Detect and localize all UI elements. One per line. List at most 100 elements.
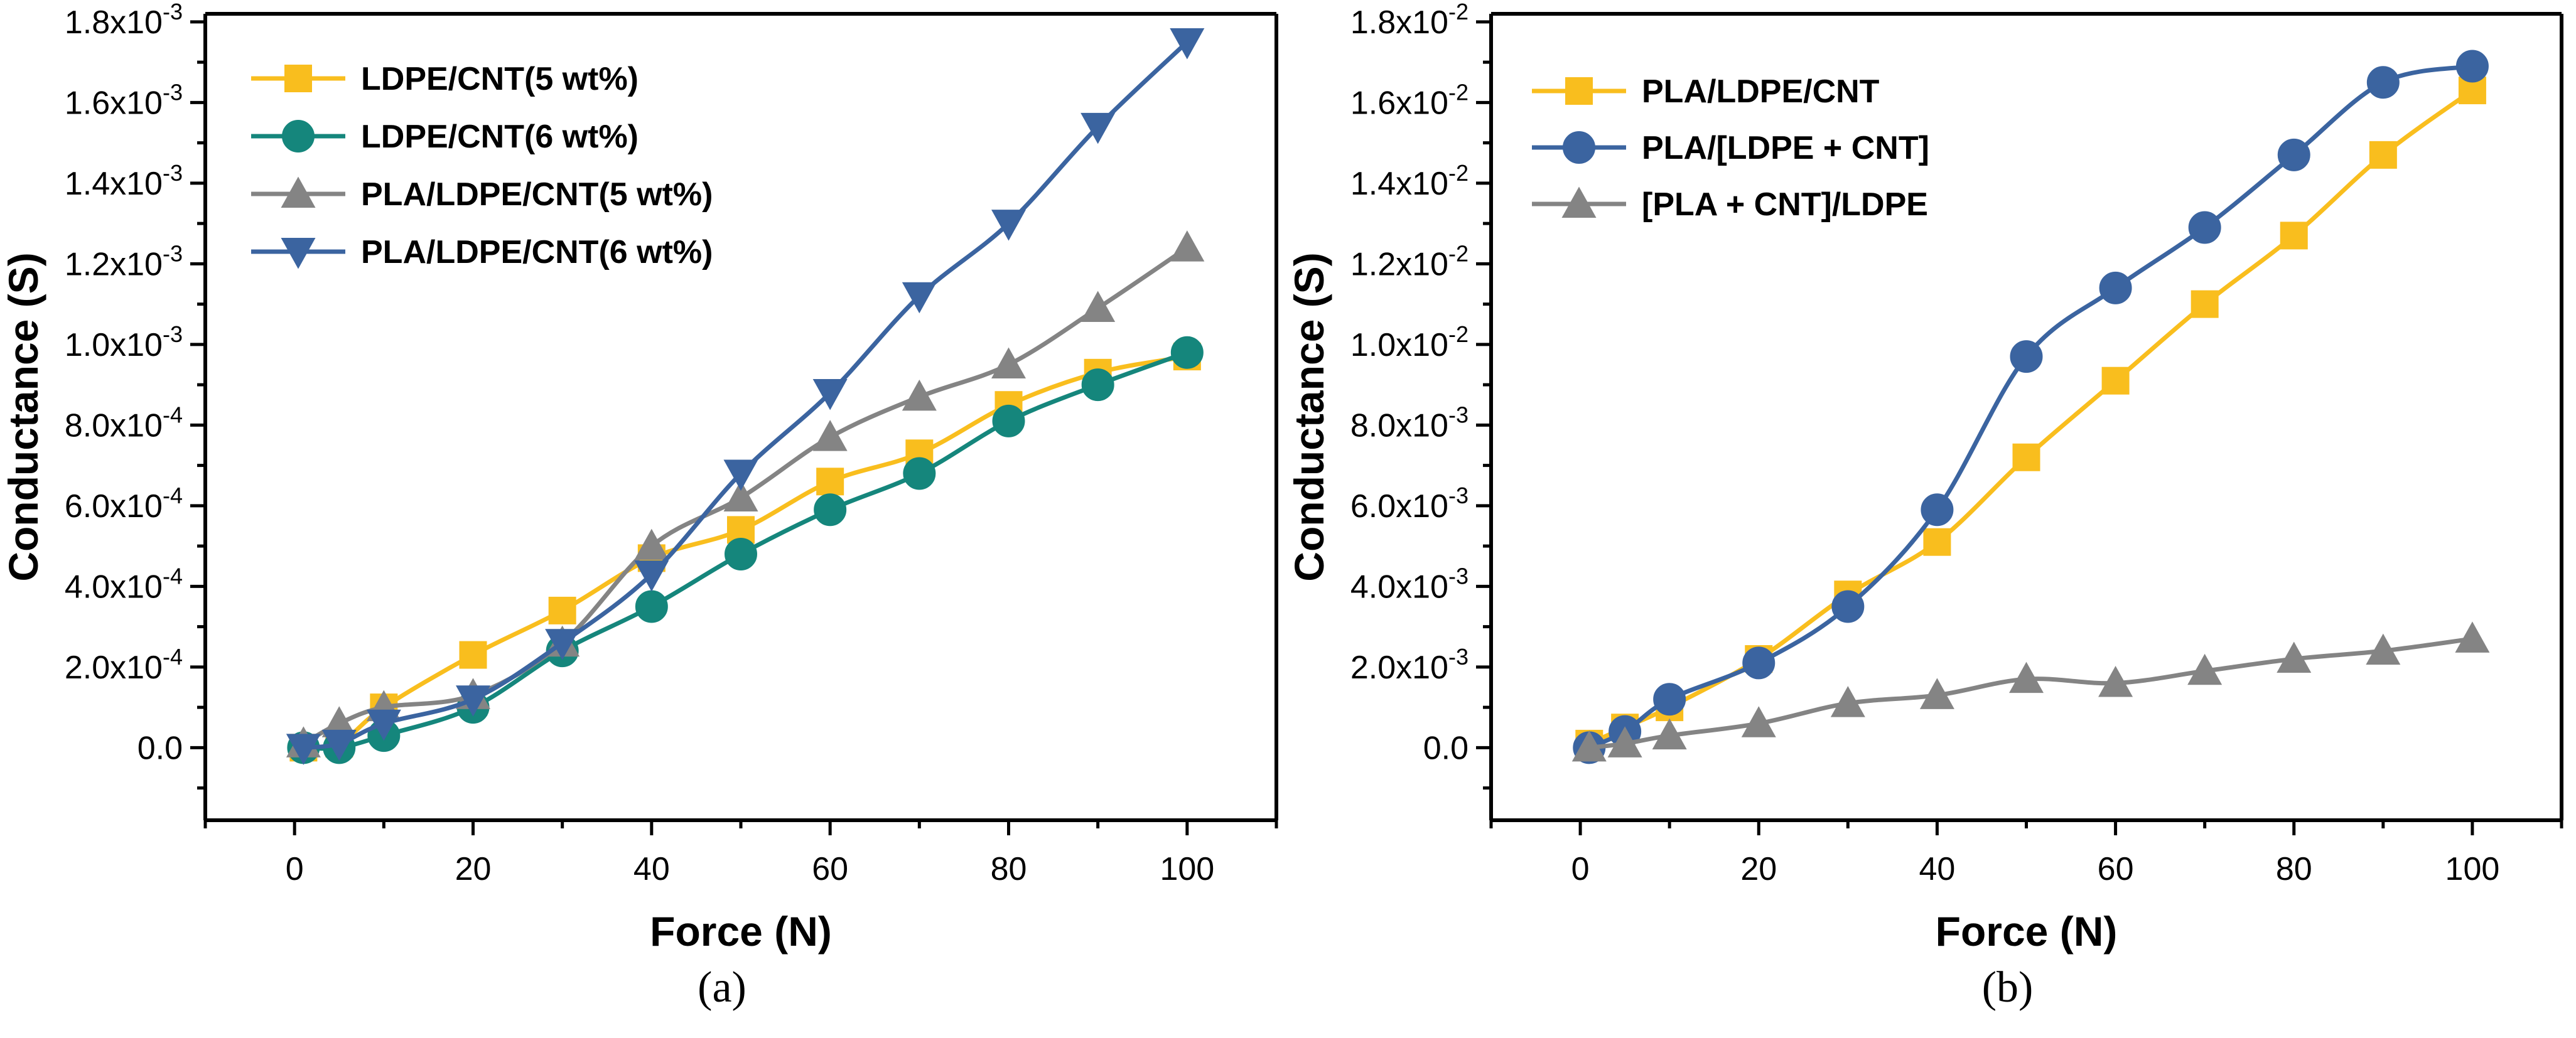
legend-marker: [281, 176, 316, 208]
data-point: [2191, 290, 2219, 318]
legend-marker: [1563, 131, 1595, 164]
series-3: [286, 230, 1205, 757]
data-point: [814, 493, 847, 527]
x-tick-label: 40: [633, 851, 670, 887]
data-point: [634, 528, 669, 560]
x-tick-label: 100: [2445, 851, 2500, 887]
data-point: [2101, 367, 2130, 395]
data-point: [2009, 661, 2044, 693]
series-3: [1571, 621, 2490, 762]
y-axis-title: Conductance (S): [1286, 252, 1332, 581]
data-point: [2099, 271, 2132, 304]
data-point: [2277, 641, 2312, 673]
y-tick-label: 1.8x10-2: [1350, 0, 1469, 41]
chart-panel-b: 0 20 40 60 80 100 0.0 2.0x10-3 4.0x10-3 6.0x10-3 8…: [1286, 0, 2563, 1012]
y-tick-label: 0.0: [137, 730, 183, 766]
legend-label: LDPE/CNT(5 wt%): [361, 61, 639, 97]
legend-marker: [284, 65, 312, 92]
data-point: [286, 734, 321, 765]
data-point: [635, 590, 668, 623]
data-point: [1923, 528, 1951, 556]
data-point: [2277, 138, 2310, 171]
data-point: [321, 729, 357, 761]
data-point: [725, 537, 757, 570]
data-point: [459, 641, 487, 669]
data-point: [812, 378, 848, 410]
legend: PLA/LDPE/CNT PLA/[LDPE + CNT] [PLA + CNT]/…: [1532, 73, 1929, 223]
x-tick-label: 80: [991, 851, 1027, 887]
data-point: [902, 379, 937, 411]
data-point: [1571, 730, 1607, 762]
data-point: [2369, 141, 2397, 169]
data-point: [1919, 678, 1954, 709]
x-tick-label: 20: [1740, 851, 1777, 887]
y-tick-label: 1.2x10-2: [1350, 240, 1469, 282]
y-tick-label: 0.0: [1423, 730, 1469, 766]
data-point: [1170, 336, 1204, 369]
y-axis-title: Conductance (S): [0, 252, 46, 581]
data-point: [1652, 718, 1687, 750]
y-tick-label: 1.8x10-3: [65, 0, 183, 41]
x-tick-label: 100: [1160, 851, 1214, 887]
data-point: [1607, 726, 1642, 757]
y-tick-label: 6.0x10-4: [65, 483, 183, 525]
legend-label: LDPE/CNT(6 wt%): [361, 119, 639, 155]
data-point: [816, 468, 844, 496]
data-point: [2188, 211, 2221, 244]
series-2: [287, 336, 1204, 764]
legend-marker: [1561, 186, 1597, 218]
data-point: [1831, 590, 1865, 623]
y-tick-label: 2.0x10-3: [1350, 644, 1469, 686]
data-point: [2455, 50, 2489, 83]
data-point: [1170, 230, 1205, 262]
data-point: [545, 629, 580, 660]
legend-marker: [282, 120, 315, 152]
x-axis-title: Force (N): [1936, 908, 2118, 955]
y-tick-label: 8.0x10-3: [1350, 402, 1469, 444]
legend: LDPE/CNT(5 wt%) LDPE/CNT(6 wt%) PLA/LDPE/C…: [251, 61, 713, 270]
data-point: [1081, 112, 1116, 144]
data-point: [902, 282, 937, 314]
data-point: [903, 457, 936, 490]
y-tick-label: 1.6x10-2: [1350, 79, 1469, 121]
y-tick-label: 1.4x10-2: [1350, 160, 1469, 202]
data-point: [2012, 443, 2040, 471]
data-point: [2098, 666, 2133, 697]
x-tick-label: 20: [455, 851, 492, 887]
y-tick-label: 6.0x10-3: [1350, 483, 1469, 525]
data-point: [1830, 686, 1865, 717]
data-point: [2010, 340, 2043, 373]
y-tick-label: 1.4x10-3: [65, 160, 183, 202]
data-point: [321, 706, 357, 737]
legend-label: PLA/[LDPE + CNT]: [1642, 130, 1929, 166]
y-tick-label: 4.0x10-3: [1350, 563, 1469, 605]
data-point: [456, 685, 490, 717]
y-tick-label: 1.6x10-3: [65, 79, 183, 121]
data-point: [812, 420, 848, 451]
legend-label: PLA/LDPE/CNT: [1642, 73, 1880, 110]
y-tick-label: 4.0x10-4: [65, 563, 183, 605]
x-tick-label: 80: [2276, 851, 2312, 887]
x-tick-label: 0: [286, 851, 304, 887]
data-point: [1741, 706, 1776, 737]
y-tick-label: 2.0x10-4: [65, 644, 183, 686]
data-point: [992, 404, 1025, 437]
data-point: [1653, 683, 1686, 716]
x-axis-title: Force (N): [650, 908, 832, 955]
data-point: [991, 210, 1026, 241]
legend-marker: [281, 238, 316, 269]
chart-panel-a: 0 20 40 60 80 100 0.0 2.0x10-4 4.0x10-4 6.0x10-4 8…: [0, 0, 1278, 1012]
data-point: [1081, 291, 1116, 323]
data-point: [2280, 222, 2308, 250]
series-line: [1587, 636, 2475, 750]
data-point: [1742, 646, 1776, 680]
panel-label: (b): [1982, 963, 2034, 1012]
legend-label: [PLA + CNT]/LDPE: [1642, 186, 1928, 223]
series-2: [1573, 50, 2489, 764]
data-point: [1921, 493, 1954, 527]
data-point: [1170, 28, 1205, 60]
data-point: [723, 480, 758, 511]
panel-label: (a): [698, 963, 746, 1012]
data-point: [991, 347, 1026, 378]
series-4: [286, 28, 1205, 765]
